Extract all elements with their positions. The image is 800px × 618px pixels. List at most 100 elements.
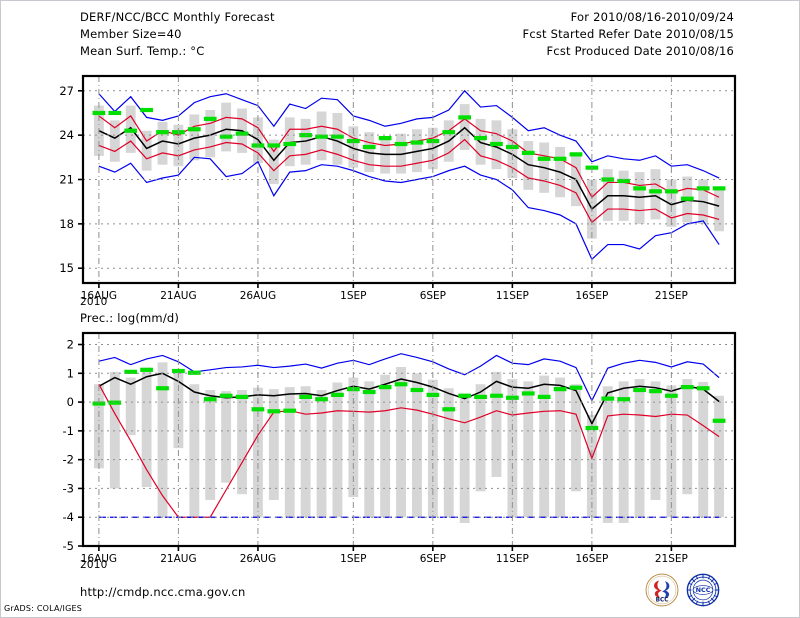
axis-year-top: 2010	[80, 296, 108, 308]
spread-bars	[93, 102, 725, 239]
x-tick-label: 16AUG	[81, 290, 117, 302]
gridlines	[83, 333, 735, 546]
spread-bar	[316, 389, 327, 518]
spread-bar	[189, 384, 200, 518]
forecast-title: DERF/NCC/BCC Monthly Forecast	[80, 10, 275, 24]
grads-credit: GrADS: COLA/IGES	[4, 604, 83, 613]
spread-bar	[459, 393, 470, 523]
panel-frame	[81, 331, 737, 548]
spread-bar	[205, 110, 216, 158]
spread-bar	[491, 371, 502, 477]
series-line-max	[98, 353, 720, 403]
x-tick-label: 26AUG	[240, 290, 276, 302]
spread-bar	[507, 379, 518, 518]
member-size-label: Member Size=40	[80, 27, 182, 41]
spread-bar	[475, 384, 486, 492]
spread-bar	[602, 386, 613, 523]
y-tick-label: 24	[59, 128, 74, 142]
spread-bar	[682, 379, 693, 495]
spread-bar	[714, 186, 725, 232]
spread-bar	[300, 386, 311, 518]
x-tick-label: 16SEP	[575, 290, 608, 302]
x-tick-label: 6SEP	[420, 290, 446, 302]
spread-bar	[523, 381, 534, 518]
observed-dashes	[92, 367, 726, 431]
series-line-max	[98, 89, 720, 179]
spread-bar	[125, 377, 136, 436]
x-tick-label: 1SEP	[340, 553, 366, 565]
bcc-logo: BCC	[645, 573, 679, 607]
spread-bar	[157, 121, 168, 165]
y-tick-label: -2	[63, 453, 74, 467]
spread-bar	[539, 375, 550, 518]
spread-bar	[205, 389, 216, 500]
x-tick-label: 26AUG	[240, 553, 276, 565]
spread-bar	[666, 179, 677, 227]
spread-bar	[109, 120, 120, 162]
spread-bar	[396, 366, 406, 518]
spread-bar	[650, 381, 661, 500]
ncc-logo: NCC	[686, 573, 720, 607]
x-tick-label: 11SEP	[496, 553, 529, 565]
spread-bar	[412, 373, 422, 518]
x-tick-label: 16SEP	[575, 553, 608, 565]
spread-bar	[364, 381, 375, 518]
y-tick-label: 27	[59, 84, 74, 98]
y-tick-label: 0	[67, 395, 74, 409]
temperature-panel: 15 18 21 24 27 16AUG 21AUG 26AUG 1SEP 6SEP 11SEP 16…	[59, 74, 737, 302]
y-tick-label: -3	[63, 481, 74, 495]
spread-bar	[332, 382, 343, 518]
spread-bar	[268, 389, 279, 500]
variable-label: Mean Surf. Temp.: °C	[80, 44, 205, 58]
x-tick-label: 21AUG	[160, 290, 196, 302]
series-line-upper-quartile	[98, 115, 720, 199]
forecast-period-label: For 2010/08/16-2010/09/24	[570, 10, 734, 24]
x-tick-label: 16AUG	[81, 553, 117, 565]
spread-bar	[555, 377, 565, 518]
spread-bar	[380, 374, 391, 518]
spread-bar	[650, 169, 661, 220]
y-tick-label: 15	[59, 261, 74, 275]
svg-text:BCC: BCC	[656, 598, 669, 604]
spread-bar	[427, 379, 438, 518]
y-tick-label: -5	[63, 539, 74, 553]
x-tick-label: 21SEP	[655, 290, 688, 302]
x-tick-label: 21SEP	[655, 553, 688, 565]
spread-bar	[618, 381, 629, 523]
source-url[interactable]: http://cmdp.ncc.cma.gov.cn	[80, 585, 246, 599]
fcst-started-label: Fcst Started Refer Date 2010/08/15	[522, 27, 734, 41]
spread-bar	[141, 367, 152, 487]
axis-year-bottom: 2010	[80, 559, 108, 571]
y-tick-label: 21	[59, 173, 74, 187]
precipitation-axis-title: Prec.: log(mm/d)	[80, 311, 180, 325]
x-tick-label: 21AUG	[160, 553, 196, 565]
series-line-ensemble-mean	[98, 372, 720, 426]
spread-bar	[268, 139, 279, 184]
spread-bar	[109, 371, 120, 489]
y-tick-label: 1	[67, 366, 74, 380]
spread-bar	[714, 395, 725, 518]
y-tick-label: 2	[67, 338, 74, 352]
fcst-produced-label: Fcst Produced Date 2010/08/16	[546, 44, 734, 58]
x-tick-label: 6SEP	[420, 553, 446, 565]
svg-text:NCC: NCC	[696, 586, 711, 594]
x-tick-label: 1SEP	[340, 290, 366, 302]
spread-bar	[571, 384, 581, 492]
spread-bar	[221, 391, 232, 483]
spread-bar	[237, 389, 247, 495]
y-tick-label: -4	[63, 510, 74, 524]
spread-bar	[157, 362, 168, 518]
spread-bar	[173, 371, 184, 449]
series-line-ensemble-mean	[98, 126, 720, 211]
y-tick-label: 18	[59, 217, 74, 231]
spread-bar	[332, 112, 343, 165]
y-tick-label: -1	[63, 424, 74, 438]
spread-bar	[634, 379, 645, 518]
spread-bars	[93, 362, 725, 523]
series-line-lower-quartile	[98, 138, 720, 224]
spread-bar	[443, 388, 454, 518]
spread-bar	[141, 130, 152, 171]
observed-dashes	[92, 107, 726, 201]
spread-bar	[221, 102, 232, 152]
